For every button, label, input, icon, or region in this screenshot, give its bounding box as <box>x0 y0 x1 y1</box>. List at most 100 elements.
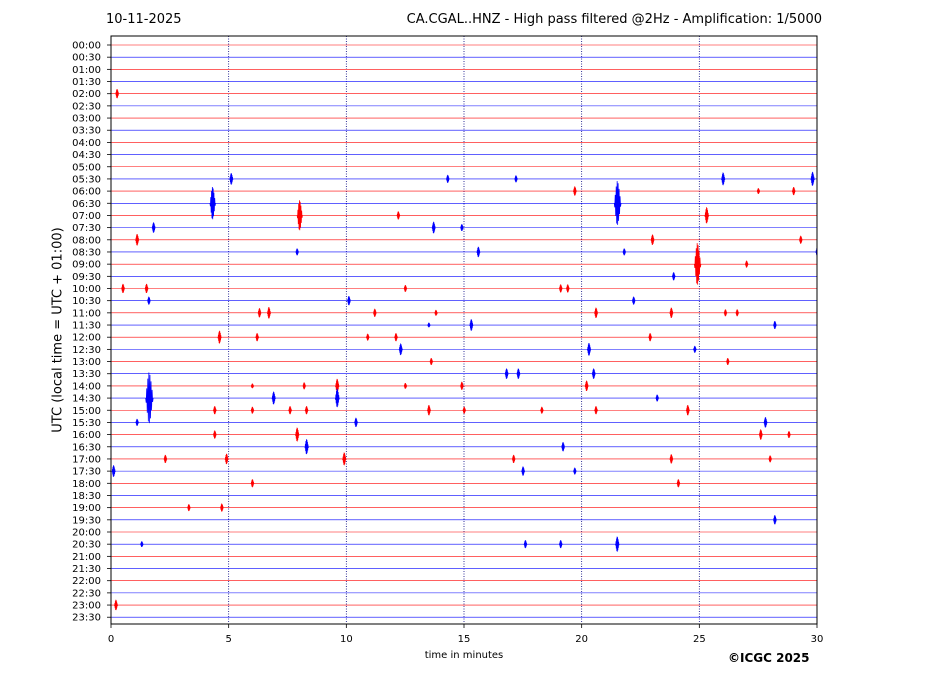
seismic-event <box>622 248 627 256</box>
seismic-event <box>144 283 149 294</box>
seismic-event <box>591 368 596 379</box>
seismic-event <box>398 343 403 356</box>
row-label: 03:30 <box>72 126 101 137</box>
seismic-event <box>213 430 217 439</box>
row-label: 04:30 <box>72 150 101 161</box>
seismic-event <box>394 333 398 342</box>
row-label: 14:30 <box>72 394 101 405</box>
seismic-event <box>756 188 761 194</box>
row-label: 03:00 <box>72 114 101 125</box>
seismic-event <box>798 235 803 244</box>
chart-date: 10-11-2025 <box>106 12 182 27</box>
seismic-event <box>373 308 377 317</box>
seismic-event <box>217 330 222 344</box>
seismic-event <box>460 381 464 390</box>
seismic-event <box>773 515 777 525</box>
seismic-event <box>163 454 168 463</box>
row-label: 02:00 <box>72 89 101 100</box>
y-axis-label: UTC (local time = UTC + 01:00) <box>50 227 66 433</box>
seismic-event <box>431 221 436 234</box>
row-label: 04:00 <box>72 138 101 149</box>
row-label: 21:00 <box>72 552 101 563</box>
seismic-event <box>354 417 358 427</box>
x-tick-label: 30 <box>811 634 824 645</box>
x-tick-label: 15 <box>458 634 471 645</box>
seismic-event <box>561 442 566 452</box>
row-label: 16:00 <box>72 430 101 441</box>
seismic-event <box>114 599 118 611</box>
seismic-event <box>266 307 272 319</box>
seismic-event <box>220 503 224 512</box>
seismic-event <box>209 186 216 220</box>
seismic-event <box>511 454 516 463</box>
seismic-event <box>469 319 474 331</box>
row-label: 00:00 <box>72 41 101 52</box>
row-label: 22:00 <box>72 576 101 587</box>
seismic-event <box>342 452 347 466</box>
seismic-event <box>427 322 431 328</box>
seismic-event <box>429 358 434 365</box>
seismic-event <box>366 333 370 341</box>
seismic-event <box>566 284 570 293</box>
row-label: 19:30 <box>72 515 101 526</box>
x-tick-label: 25 <box>693 634 706 645</box>
copyright-text: ©ICGC 2025 <box>728 651 810 665</box>
seismic-event <box>669 307 674 318</box>
seismic-event <box>594 307 599 318</box>
seismic-event <box>111 465 116 477</box>
seismic-event <box>403 284 408 292</box>
seismic-event <box>257 308 262 318</box>
row-label: 17:30 <box>72 467 101 478</box>
row-label: 15:30 <box>72 418 101 429</box>
seismic-event <box>676 479 681 488</box>
seismic-event <box>693 345 697 353</box>
row-label: 02:30 <box>72 101 101 112</box>
seismic-event <box>655 394 659 402</box>
seismic-event <box>151 222 156 233</box>
row-label: 23:30 <box>72 613 101 624</box>
seismic-event <box>648 333 653 342</box>
seismic-event <box>671 272 676 281</box>
seismic-event <box>763 417 768 428</box>
seismic-event <box>271 391 276 405</box>
seismic-event <box>135 233 140 246</box>
row-label: 18:30 <box>72 491 101 502</box>
row-label: 07:30 <box>72 223 101 234</box>
seismic-event <box>304 406 309 415</box>
seismic-event <box>434 309 438 316</box>
seismic-event <box>773 320 777 330</box>
seismic-event <box>735 309 740 317</box>
row-label: 17:00 <box>72 454 101 465</box>
seismic-event <box>445 174 450 183</box>
seismic-event <box>145 372 154 424</box>
seismic-event <box>584 380 589 392</box>
row-label: 10:30 <box>72 296 101 307</box>
row-label: 13:00 <box>72 357 101 368</box>
seismic-event <box>726 358 730 365</box>
row-label: 15:00 <box>72 406 101 417</box>
seismic-event <box>758 429 763 440</box>
seismic-event <box>693 243 702 285</box>
seismic-event <box>250 383 255 389</box>
seismic-event <box>810 171 815 186</box>
seismic-event <box>685 405 690 416</box>
seismic-event <box>516 368 521 379</box>
x-tick-label: 20 <box>575 634 588 645</box>
seismic-event <box>476 246 481 258</box>
row-label: 12:00 <box>72 333 101 344</box>
seismic-event <box>347 296 351 306</box>
seismic-event <box>250 479 255 488</box>
seismic-event <box>787 431 791 439</box>
row-label: 10:00 <box>72 284 101 295</box>
seismic-event <box>334 388 340 408</box>
seismic-event <box>135 418 139 426</box>
x-axis-label: time in minutes <box>424 650 504 661</box>
plot-frame <box>110 35 818 625</box>
seismic-event <box>115 89 120 99</box>
seismic-event <box>744 260 749 268</box>
x-tick-label: 0 <box>108 634 114 645</box>
seismic-event <box>594 406 598 415</box>
seismic-event <box>250 406 255 414</box>
seismic-event <box>504 368 509 379</box>
seismic-event <box>140 541 144 548</box>
